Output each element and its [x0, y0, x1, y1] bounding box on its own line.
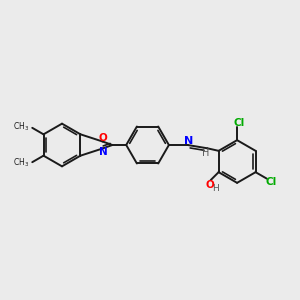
Text: H: H — [212, 184, 219, 193]
Text: CH$_3$: CH$_3$ — [13, 157, 29, 169]
Text: H: H — [202, 148, 209, 158]
Text: O: O — [205, 180, 214, 190]
Text: N: N — [99, 147, 107, 157]
Text: O: O — [99, 133, 107, 143]
Text: CH$_3$: CH$_3$ — [13, 121, 29, 133]
Text: N: N — [184, 136, 193, 146]
Text: Cl: Cl — [233, 118, 245, 128]
Text: Cl: Cl — [265, 177, 277, 187]
